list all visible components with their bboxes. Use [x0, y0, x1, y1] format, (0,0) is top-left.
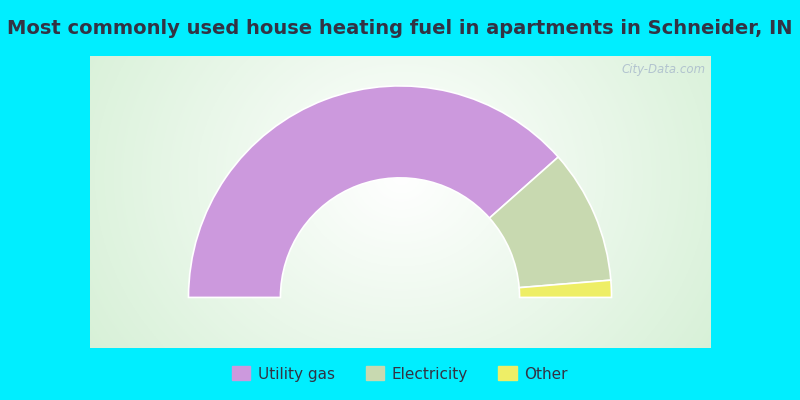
Text: City-Data.com: City-Data.com — [622, 63, 706, 76]
Wedge shape — [189, 86, 558, 298]
Text: Most commonly used house heating fuel in apartments in Schneider, IN: Most commonly used house heating fuel in… — [7, 18, 793, 38]
Legend: Utility gas, Electricity, Other: Utility gas, Electricity, Other — [226, 360, 574, 388]
Wedge shape — [490, 157, 611, 288]
Wedge shape — [519, 280, 611, 298]
